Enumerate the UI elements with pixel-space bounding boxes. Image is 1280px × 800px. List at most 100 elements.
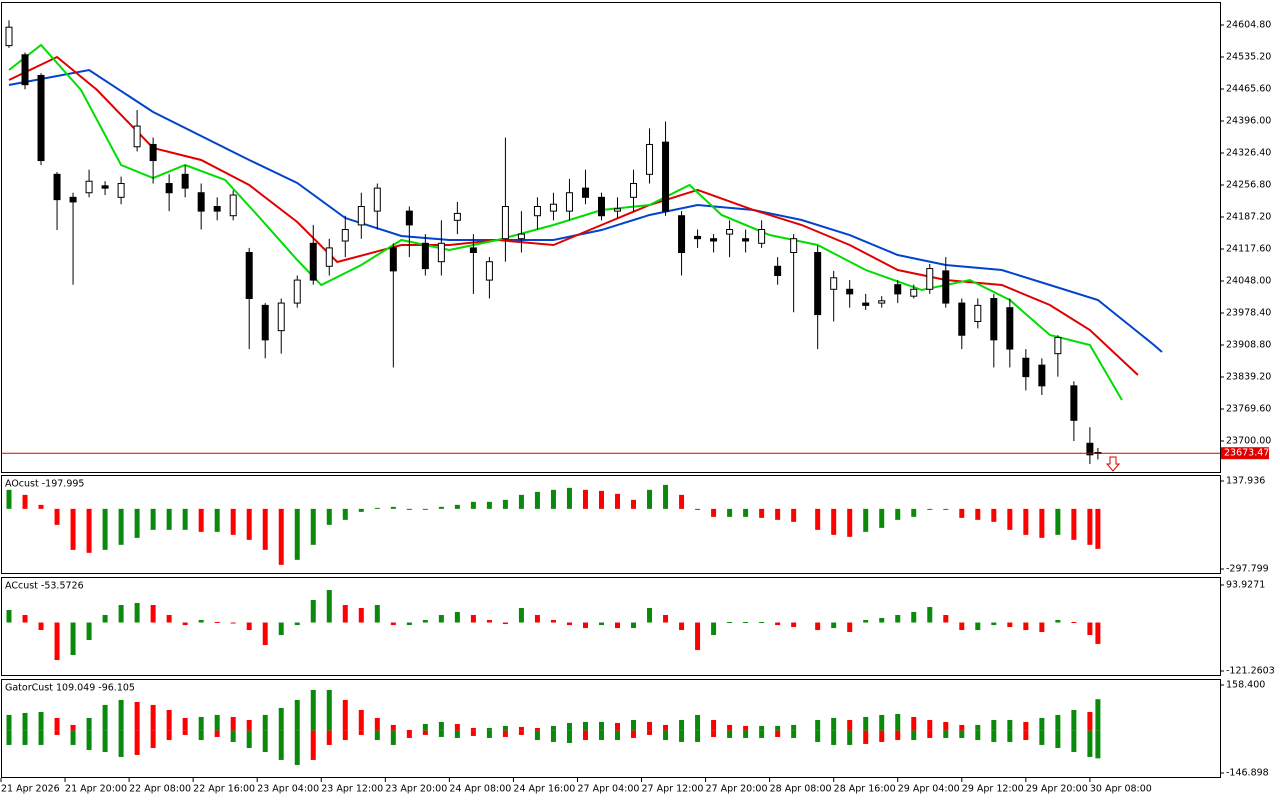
histogram-bar bbox=[118, 605, 124, 623]
x-tick-label: 27 Apr 20:00 bbox=[706, 784, 768, 795]
candle-body bbox=[357, 206, 365, 226]
gator-bar bbox=[118, 699, 124, 731]
histogram-bar bbox=[294, 622, 300, 626]
gator-bar bbox=[166, 730, 172, 740]
histogram-bar bbox=[246, 508, 252, 540]
gator-bar bbox=[150, 730, 156, 748]
gator-bar bbox=[230, 730, 236, 742]
histogram-bar bbox=[262, 508, 268, 550]
histogram-bar bbox=[518, 608, 524, 623]
x-tick-label: 24 Apr 08:00 bbox=[449, 784, 511, 795]
x-tick-label: 22 Apr 16:00 bbox=[193, 784, 255, 795]
histogram-bar bbox=[895, 615, 901, 623]
histogram-bar bbox=[310, 508, 316, 545]
histogram-bar bbox=[959, 508, 965, 518]
gator-bar bbox=[631, 730, 637, 738]
histogram-bar bbox=[679, 622, 685, 631]
histogram-bar bbox=[326, 508, 332, 525]
gator-bar bbox=[470, 727, 476, 731]
gator-bar bbox=[791, 724, 797, 731]
gator-bar bbox=[326, 730, 332, 745]
y-tick-label: 23978.40 bbox=[1226, 308, 1271, 319]
histogram-bar bbox=[166, 615, 172, 623]
candle-body bbox=[213, 206, 221, 212]
gator-bar bbox=[815, 719, 821, 731]
gator-bar bbox=[310, 730, 316, 760]
candle-body bbox=[1038, 364, 1046, 387]
gator-bar bbox=[390, 730, 396, 745]
gator-bar bbox=[198, 716, 204, 731]
histogram-bar bbox=[847, 508, 853, 537]
gator-bar bbox=[663, 724, 669, 731]
histogram-bar bbox=[598, 622, 604, 626]
gator-bar bbox=[550, 730, 556, 742]
gator-bar bbox=[895, 730, 901, 740]
histogram-bar bbox=[1055, 508, 1061, 535]
histogram-bar bbox=[975, 622, 981, 631]
gator-bar bbox=[134, 701, 140, 731]
histogram-bar bbox=[727, 622, 733, 624]
gator-bar bbox=[278, 730, 284, 760]
histogram-bar bbox=[134, 508, 140, 538]
candle-body bbox=[181, 173, 189, 189]
candle-body bbox=[597, 196, 605, 217]
gator-bar bbox=[975, 724, 981, 731]
gator-bar bbox=[502, 730, 508, 737]
histogram-bar bbox=[791, 622, 797, 628]
candle-body bbox=[405, 210, 413, 226]
histogram-bar bbox=[791, 508, 797, 522]
candle-body bbox=[453, 212, 461, 221]
histogram-bar bbox=[438, 615, 444, 623]
gator-bar bbox=[895, 713, 901, 731]
histogram-bar bbox=[550, 620, 556, 623]
histogram-bar bbox=[927, 508, 933, 510]
candle-body bbox=[1070, 385, 1078, 421]
gator-bar bbox=[246, 730, 252, 748]
histogram-bar bbox=[647, 608, 653, 623]
gator-bar bbox=[847, 719, 853, 731]
gator-bar bbox=[214, 730, 220, 737]
candle-body bbox=[614, 208, 622, 212]
candle-body bbox=[437, 242, 445, 263]
histogram-bar bbox=[102, 615, 108, 623]
y-tick-label: 158.400 bbox=[1226, 679, 1265, 690]
histogram-bar bbox=[831, 622, 837, 629]
x-tick-label: 21 Apr 20:00 bbox=[65, 784, 127, 795]
gator-bar bbox=[582, 730, 588, 740]
y-tick-label: 24396.00 bbox=[1226, 116, 1271, 127]
histogram-bar bbox=[727, 508, 733, 517]
moving-average bbox=[8, 43, 1123, 401]
histogram-bar bbox=[1095, 508, 1101, 549]
histogram-bar bbox=[54, 508, 60, 525]
x-tick-label: 24 Apr 16:00 bbox=[513, 784, 575, 795]
histogram-bar bbox=[679, 494, 685, 509]
histogram-bar bbox=[342, 508, 348, 520]
gator-bar bbox=[182, 730, 188, 735]
histogram-bar bbox=[86, 508, 92, 553]
candle-body bbox=[910, 288, 918, 297]
gator-bar bbox=[847, 730, 853, 745]
gator-bar bbox=[598, 721, 604, 731]
gator-bar bbox=[759, 730, 765, 738]
gator-bar bbox=[679, 719, 685, 731]
gator-bar bbox=[342, 699, 348, 731]
gator-bar bbox=[1007, 719, 1013, 731]
histogram-bar bbox=[743, 622, 749, 624]
gator-bar bbox=[1071, 730, 1077, 752]
histogram-bar bbox=[759, 508, 765, 518]
gator-bar bbox=[422, 723, 428, 731]
gator-panel bbox=[1, 679, 1221, 778]
gator-bar bbox=[86, 730, 92, 750]
ao-panel bbox=[1, 475, 1221, 574]
gator-bar bbox=[86, 717, 92, 731]
gator-bar bbox=[230, 716, 236, 731]
x-tick-label: 29 Apr 04:00 bbox=[898, 784, 960, 795]
y-tick-label: 24465.60 bbox=[1226, 84, 1271, 95]
gator-bar bbox=[1055, 730, 1061, 748]
candle-body bbox=[710, 238, 718, 242]
histogram-bar bbox=[711, 622, 717, 636]
candle-body bbox=[101, 185, 109, 189]
gator-bar bbox=[679, 730, 685, 742]
y-tick-label: 23700.00 bbox=[1226, 436, 1271, 447]
histogram-bar bbox=[991, 622, 997, 626]
